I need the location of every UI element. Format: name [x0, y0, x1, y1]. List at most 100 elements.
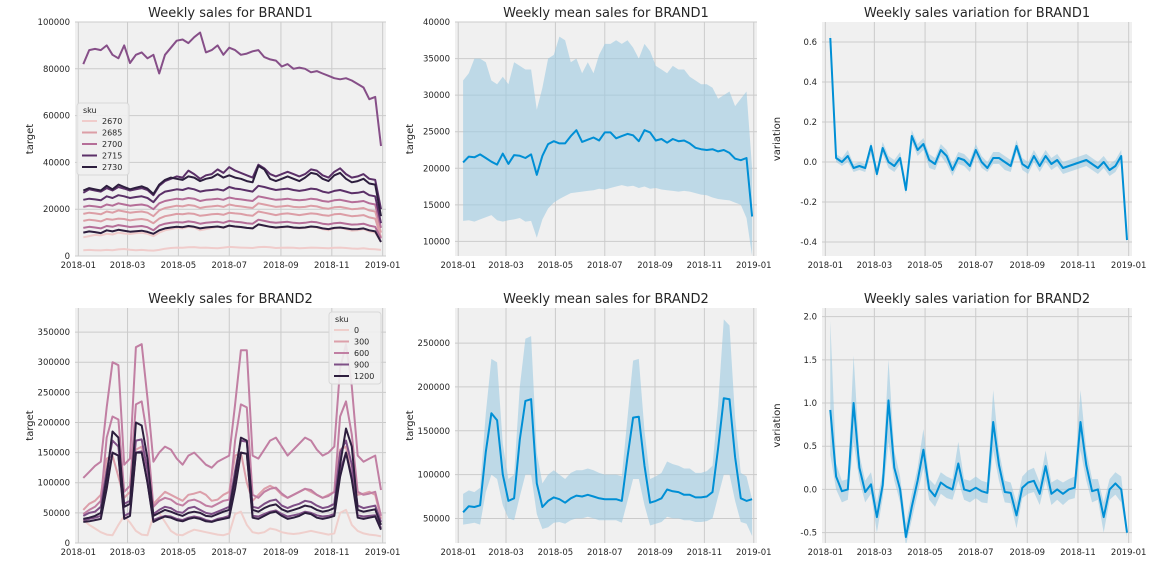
- y-axis-label: target: [405, 410, 416, 440]
- plot-marks: [462, 319, 753, 536]
- y-tick-label: 250000: [38, 388, 70, 398]
- y-axis-label: variation: [772, 403, 783, 447]
- x-tick-label: 2018-11: [687, 261, 723, 271]
- y-tick-label: 0.6: [803, 38, 817, 48]
- mean-line: [462, 129, 754, 217]
- x-tick-label: 2018-05: [538, 261, 574, 271]
- series-line-sku-2715: [83, 184, 382, 224]
- x-tick-label: 2018-05: [161, 548, 197, 558]
- plot-marks: [462, 36, 754, 256]
- x-tick-label: 2018-01: [440, 548, 476, 558]
- legend-entry: 2730: [102, 163, 122, 172]
- x-tick-label: 2018-05: [161, 261, 197, 271]
- y-tick-label: 15000: [423, 201, 450, 211]
- panel-brand2-weekly-sales-variation: 2018-01 2018-03 2018-05 2018-07 2018-09 2018-…: [772, 292, 1146, 558]
- y-tick-label: -0.2: [800, 198, 817, 208]
- y-tick-label: 1.0: [803, 399, 817, 409]
- y-tick-label: 1.5: [803, 356, 817, 366]
- legend: sku 2670 2685 2700 2715 2730: [76, 102, 130, 176]
- plot-area: [822, 308, 1132, 543]
- x-tick-label: 2018-07: [587, 261, 623, 271]
- legend-entry: 2670: [102, 117, 122, 126]
- y-tick-label: 0.0: [803, 158, 817, 168]
- chart-title: Weekly sales variation for BRAND2: [864, 292, 1090, 307]
- series-line-sku-2700: [82, 31, 382, 147]
- x-tick-label: 2018-01: [808, 548, 844, 558]
- x-tick-label: 2018-01: [440, 261, 476, 271]
- x-tick-label: 2018-01: [61, 261, 97, 271]
- series-line-sku-2685: [83, 210, 382, 238]
- legend-entry: 2685: [102, 129, 122, 138]
- y-tick-label: -0.5: [800, 529, 817, 539]
- x-tick-label: 2018-09: [263, 548, 299, 558]
- panel-brand1-weekly-sales: 2018-01 2018-03 2018-05 2018-07 2018-09 2018-…: [25, 6, 400, 271]
- y-tick-label: 20000: [423, 164, 450, 174]
- series-line-sku-2700: [83, 218, 382, 239]
- y-tick-label: 200000: [418, 383, 450, 393]
- y-axis-label: target: [405, 124, 416, 154]
- y-tick-label: 25000: [423, 128, 450, 138]
- x-tick-label: 2019-01: [1111, 548, 1147, 558]
- y-tick-label: 100000: [418, 471, 450, 481]
- panel-brand2-weekly-sales: 2018-01 2018-03 2018-05 2018-07 2018-09 2018-…: [25, 292, 400, 558]
- y-tick-label: 150000: [418, 427, 450, 437]
- series-line-sku-600: [82, 400, 382, 517]
- y-tick-label: 0.0: [803, 485, 817, 495]
- y-tick-label: 150000: [38, 449, 70, 459]
- x-tick-label: 2019-01: [365, 548, 401, 558]
- mean-line: [462, 397, 753, 513]
- x-tick-label: 2018-05: [538, 548, 574, 558]
- panel-brand1-weekly-sales-variation: 2018-01 2018-03 2018-05 2018-07 2018-09 2018-…: [772, 6, 1146, 271]
- series-line-sku-1200: [83, 421, 382, 526]
- series-line-sku-1200: [83, 451, 382, 531]
- series-line-sku-2670: [83, 245, 382, 252]
- y-tick-label: 0.5: [803, 442, 817, 452]
- plot-marks: [82, 31, 382, 252]
- x-tick-label: 2018-03: [857, 548, 893, 558]
- plot-area: [822, 22, 1132, 256]
- x-tick-label: 2018-09: [263, 261, 299, 271]
- chart-title: Weekly sales for BRAND1: [148, 6, 313, 21]
- x-tick-label: 2018-07: [211, 261, 247, 271]
- x-tick-label: 2018-01: [61, 548, 97, 558]
- legend-title: sku: [83, 106, 97, 115]
- x-tick-label: 2018-05: [907, 261, 943, 271]
- x-tick-label: 2019-01: [736, 548, 772, 558]
- x-tick-label: 2019-01: [736, 261, 772, 271]
- y-tick-label: 0: [65, 252, 70, 262]
- y-tick-label: 0.2: [803, 118, 817, 128]
- x-tick-label: 2018-11: [1060, 548, 1096, 558]
- y-axis-label: target: [25, 124, 36, 154]
- legend-title: sku: [335, 315, 349, 324]
- series-line-sku-2700: [83, 195, 382, 229]
- y-tick-label: 300000: [38, 358, 70, 368]
- panel-brand1-weekly-mean-sales: 2018-01 2018-03 2018-05 2018-07 2018-09 2018-…: [405, 6, 772, 271]
- y-tick-label: 2.0: [803, 313, 817, 323]
- y-axis-label: variation: [772, 117, 783, 161]
- x-tick-label: 2018-05: [907, 548, 943, 558]
- y-tick-label: 100000: [38, 479, 70, 489]
- series-line-sku-2730: [83, 223, 382, 243]
- x-tick-label: 2018-03: [857, 261, 893, 271]
- legend: sku 0 300 600 900 1200: [328, 311, 382, 385]
- series-line-sku-0: [82, 508, 382, 538]
- y-tick-label: 20000: [43, 205, 70, 215]
- x-tick-label: 2018-11: [314, 261, 350, 271]
- x-tick-label: 2018-03: [110, 261, 146, 271]
- series-line-sku-2685: [83, 202, 382, 233]
- confidence-band: [830, 321, 1127, 543]
- x-tick-label: 2019-01: [365, 261, 401, 271]
- chart-title: Weekly sales variation for BRAND1: [864, 6, 1090, 21]
- x-tick-label: 2018-11: [687, 548, 723, 558]
- x-tick-label: 2018-01: [808, 261, 844, 271]
- x-tick-label: 2018-07: [958, 261, 994, 271]
- legend-entry: 900: [354, 361, 369, 370]
- x-tick-label: 2018-07: [211, 548, 247, 558]
- legend-entry: 2715: [102, 152, 122, 161]
- x-tick-label: 2018-03: [488, 548, 524, 558]
- x-tick-label: 2018-07: [587, 548, 623, 558]
- y-tick-label: 0: [65, 539, 70, 549]
- y-tick-label: 10000: [423, 237, 450, 247]
- y-tick-label: 40000: [423, 18, 450, 28]
- legend-entry: 2700: [102, 140, 122, 149]
